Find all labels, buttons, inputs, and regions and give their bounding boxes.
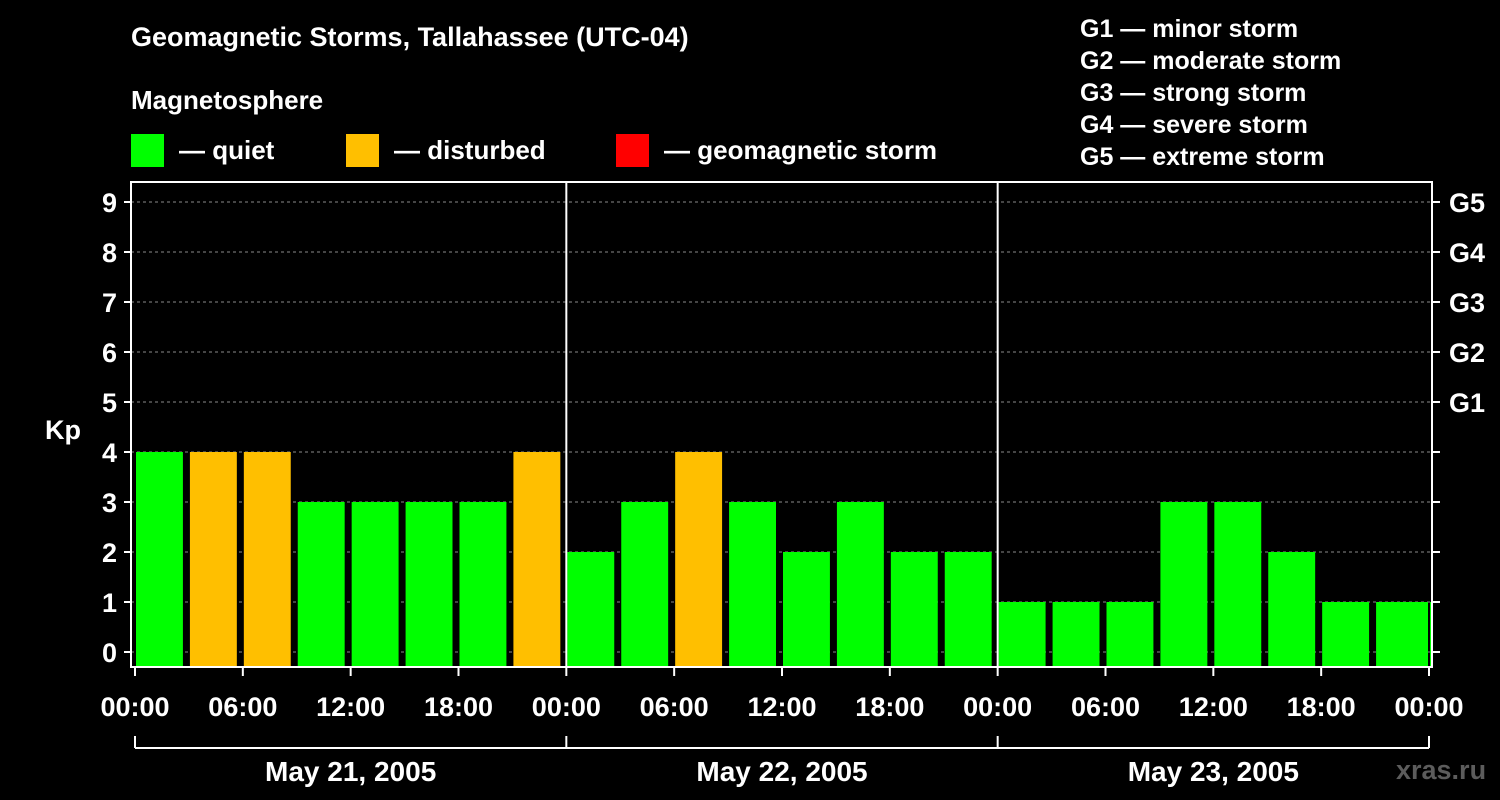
x-tick-label-8: 00:00 (963, 692, 1032, 722)
kp-bar-17 (1052, 602, 1100, 667)
x-tick-label-4: 00:00 (532, 692, 601, 722)
kp-bar-10 (675, 452, 723, 667)
kp-bar-0 (136, 452, 183, 667)
y-tick-label-9: 9 (102, 188, 117, 218)
storm-scale-list: G1 — minor storm G2 — moderate storm G3 … (1080, 13, 1341, 173)
y-tick-label-3: 3 (102, 488, 117, 518)
x-tick-label-5: 06:00 (640, 692, 709, 722)
legend-label-storm: — geomagnetic storm (664, 134, 938, 165)
x-tick-label-6: 12:00 (747, 692, 816, 722)
legend-swatch-storm (616, 133, 649, 167)
kp-bar-8 (567, 552, 615, 667)
legend-item-storm: — geomagnetic storm (616, 133, 937, 167)
right-label-g3: G3 (1449, 288, 1485, 318)
kp-bar-20 (1214, 502, 1262, 667)
y-tick-label-7: 7 (102, 288, 117, 318)
storm-scale-g5: G5 — extreme storm (1080, 143, 1325, 171)
x-tick-label-11: 18:00 (1287, 692, 1356, 722)
x-tick-label-3: 18:00 (424, 692, 493, 722)
kp-bar-15 (944, 552, 992, 667)
kp-bar-24 (1430, 602, 1431, 667)
storm-scale-g2: G2 — moderate storm (1080, 47, 1342, 75)
kp-bar-4 (351, 502, 399, 667)
kp-bar-18 (1106, 602, 1154, 667)
chart-title: Geomagnetic Storms, Tallahassee (UTC-04) (131, 22, 689, 52)
x-tick-label-0: 00:00 (100, 692, 169, 722)
x-tick-label-7: 18:00 (855, 692, 924, 722)
x-tick-label-2: 12:00 (316, 692, 385, 722)
right-label-g1: G1 (1449, 388, 1485, 418)
chart-subtitle: Magnetosphere (131, 85, 324, 115)
legend-swatch-quiet (131, 133, 164, 167)
storm-scale-g1: G1 — minor storm (1080, 15, 1299, 43)
y-axis-label: Kp (45, 415, 81, 445)
kp-bar-21 (1268, 552, 1316, 667)
right-label-g4: G4 (1449, 238, 1485, 268)
kp-bar-6 (459, 502, 507, 667)
day-label-2: May 23, 2005 (1128, 756, 1299, 787)
kp-bar-13 (836, 502, 884, 667)
kp-bar-7 (513, 452, 561, 667)
legend-swatch-disturbed (346, 133, 379, 167)
legend-item-quiet: — quiet (131, 133, 274, 167)
y-tick-label-6: 6 (102, 338, 117, 368)
right-label-g2: G2 (1449, 338, 1485, 368)
kp-bar-16 (998, 602, 1046, 667)
y-tick-label-1: 1 (102, 588, 117, 618)
kp-bar-23 (1376, 602, 1428, 667)
x-tick-label-1: 06:00 (208, 692, 277, 722)
kp-bar-19 (1160, 502, 1208, 667)
credit-label: xras.ru (1396, 755, 1487, 785)
x-tick-label-12: 00:00 (1394, 692, 1463, 722)
kp-bar-3 (297, 502, 345, 667)
kp-bar-5 (405, 502, 453, 667)
kp-bar-14 (890, 552, 938, 667)
day-label-0: May 21, 2005 (265, 756, 436, 787)
legend-label-quiet: — quiet (179, 134, 275, 165)
storm-scale-g3: G3 — strong storm (1080, 79, 1307, 107)
day-label-1: May 22, 2005 (696, 756, 867, 787)
right-label-g5: G5 (1449, 188, 1485, 218)
legend-label-disturbed: — disturbed (394, 134, 546, 165)
y-tick-label-0: 0 (102, 638, 117, 668)
kp-bar-22 (1322, 602, 1370, 667)
kp-bar-12 (783, 552, 830, 667)
legend-item-disturbed: — disturbed (346, 133, 546, 167)
x-tick-label-10: 12:00 (1179, 692, 1248, 722)
y-tick-label-5: 5 (102, 388, 117, 418)
y-tick-label-2: 2 (102, 538, 117, 568)
kp-bar-11 (729, 502, 776, 667)
y-tick-label-4: 4 (102, 438, 117, 468)
kp-bar-9 (621, 502, 669, 667)
kp-bar-2 (243, 452, 291, 667)
kp-bar-1 (189, 452, 237, 667)
x-tick-label-9: 06:00 (1071, 692, 1140, 722)
y-tick-label-8: 8 (102, 238, 117, 268)
storm-scale-g4: G4 — severe storm (1080, 111, 1308, 139)
